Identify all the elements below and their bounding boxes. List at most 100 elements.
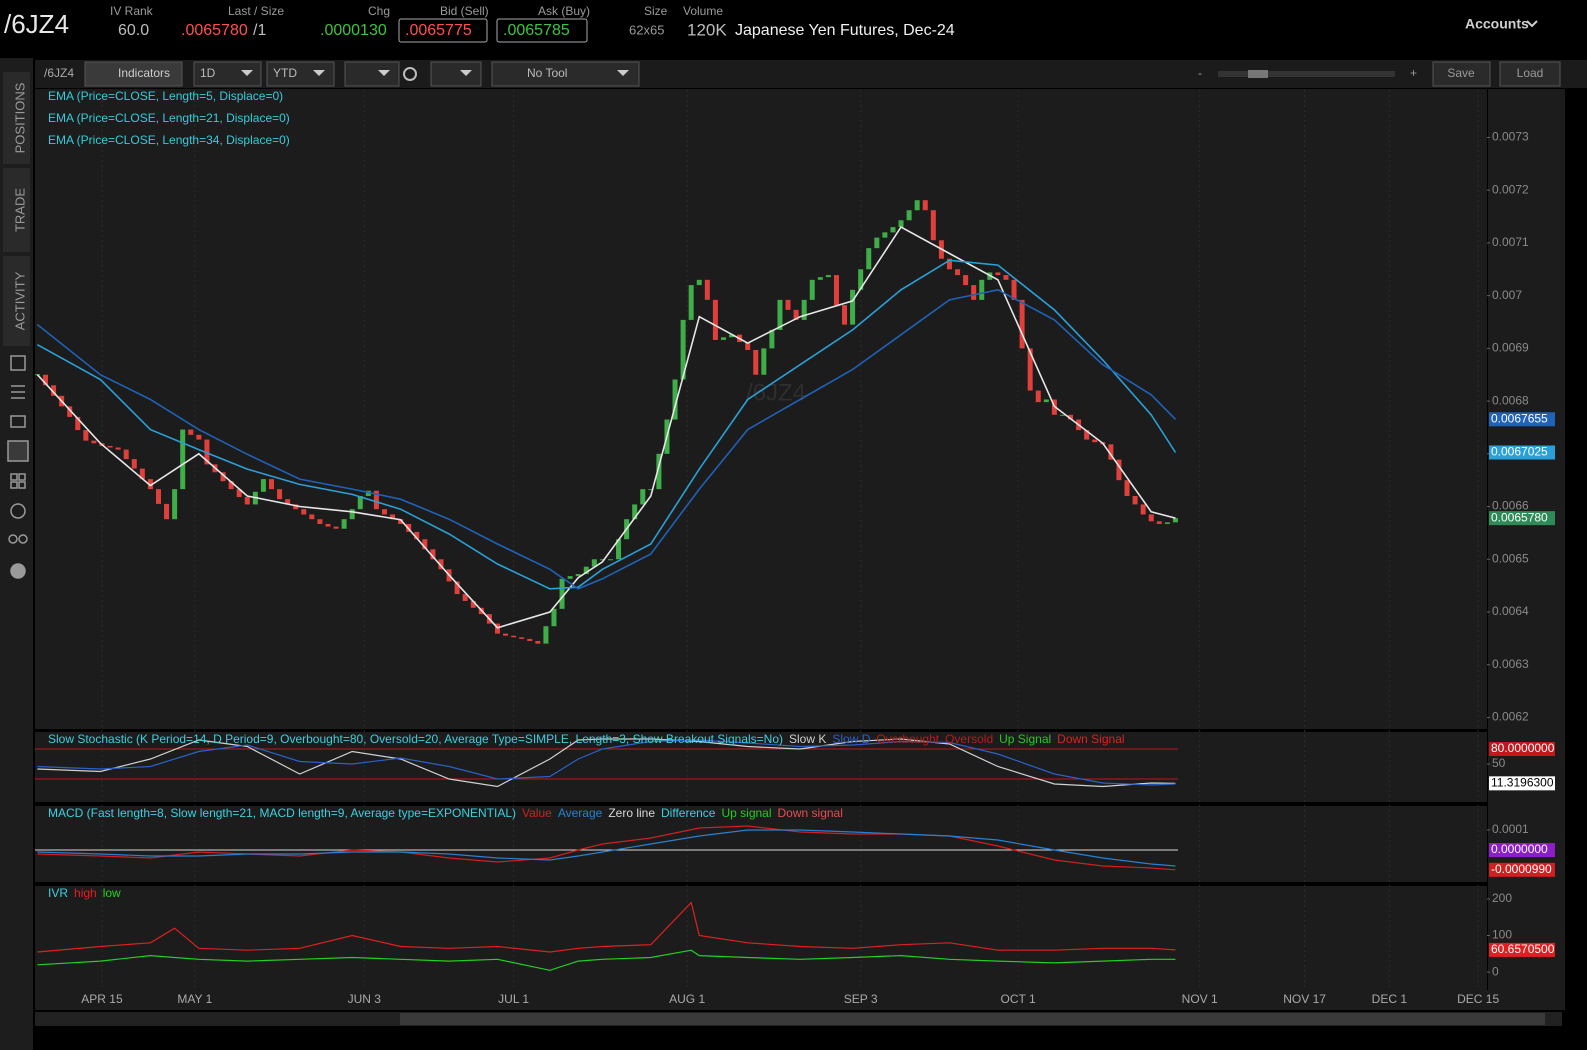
zoom-thumb[interactable] (1248, 70, 1268, 78)
legend-entry: Down Signal (1057, 732, 1124, 746)
candle (519, 637, 525, 639)
field-label: Volume (683, 4, 723, 18)
legend-entry: Average (558, 806, 603, 820)
candle (535, 641, 541, 644)
candle (1164, 522, 1170, 524)
price-bubble-label: 60.6570500 (1491, 942, 1555, 956)
candle (293, 504, 299, 510)
candle (1084, 430, 1090, 440)
candle (1011, 279, 1017, 300)
candle (656, 453, 662, 490)
price-bubble (1489, 445, 1555, 460)
field-value: /1 (253, 22, 266, 39)
candle (575, 574, 581, 577)
candle (180, 429, 186, 490)
zoom-out[interactable]: - (1198, 66, 1202, 80)
legend-entry: MACD (Fast length=8, Slow length=21, MAC… (48, 806, 516, 820)
candle (890, 227, 896, 233)
accounts-caret (1526, 20, 1538, 28)
x-tick-label: DEC 1 (1372, 992, 1408, 1006)
x-tick-label: AUG 1 (669, 992, 705, 1006)
candle (188, 429, 194, 435)
indicators-button[interactable] (84, 61, 183, 87)
candle (914, 200, 920, 211)
series-line (37, 901, 1176, 953)
button-label: Indicators (118, 66, 170, 80)
tool-select[interactable] (491, 61, 640, 87)
candle (559, 578, 565, 609)
candle (462, 594, 468, 601)
scroll-thumb[interactable] (400, 1013, 1545, 1025)
save-button[interactable] (1432, 61, 1491, 87)
y-tick-label: 0.0072 (1492, 182, 1529, 196)
candle (882, 232, 888, 238)
candle (527, 638, 533, 641)
legend-entry: Value (522, 806, 552, 820)
style-select[interactable] (344, 61, 400, 87)
candle (599, 559, 605, 561)
legend-entry: Difference (661, 806, 716, 820)
y-tick-label: 0.0066 (1492, 499, 1529, 513)
candle (1116, 459, 1122, 481)
candle (1043, 399, 1049, 403)
candle (591, 559, 597, 567)
tab[interactable] (3, 72, 30, 164)
candle (357, 496, 363, 510)
load-button[interactable] (1499, 61, 1561, 87)
y-tick-label: 0.007 (1492, 288, 1522, 302)
interval-select[interactable] (193, 61, 262, 87)
tab[interactable] (3, 168, 30, 252)
candle (115, 447, 121, 450)
x-tick-label: APR 15 (81, 992, 123, 1006)
tab-label: POSITIONS (12, 82, 27, 153)
candle (454, 581, 460, 595)
price-bubble-label: 11.3196300 (1491, 776, 1554, 790)
range-select[interactable] (266, 61, 335, 87)
field-label: Size (644, 4, 668, 18)
candle (640, 489, 646, 505)
ask-button[interactable] (496, 18, 588, 43)
candle (268, 479, 274, 490)
legend-entry: IVR (48, 886, 68, 900)
level-bubble (1489, 843, 1555, 857)
x-tick-label: SEP 3 (844, 992, 878, 1006)
level-bubble (1489, 742, 1555, 756)
candle (131, 459, 137, 469)
settings-icon[interactable] (403, 67, 417, 81)
candle (543, 626, 549, 644)
candle (430, 549, 436, 560)
candle (842, 305, 848, 325)
candle (390, 514, 396, 520)
candle (301, 509, 307, 515)
candle (688, 285, 694, 320)
candle (971, 285, 977, 300)
series-line (37, 949, 1176, 971)
candle (365, 490, 371, 496)
button-label: Load (1517, 66, 1544, 80)
button-label: YTD (273, 66, 297, 80)
candle (503, 633, 509, 636)
candle (616, 539, 622, 560)
candle (898, 220, 904, 228)
candle (866, 248, 872, 270)
candle (220, 472, 226, 482)
x-tick-label: NOV 17 (1283, 992, 1326, 1006)
tab[interactable] (3, 256, 30, 346)
candle (1027, 348, 1033, 391)
price-bubble (1489, 511, 1555, 526)
price-bubble-label: -0.0000990 (1491, 862, 1552, 876)
accounts-menu[interactable]: Accounts (1465, 16, 1529, 32)
field-label: IV Rank (110, 4, 154, 18)
bid-button[interactable] (398, 18, 488, 43)
zoom-in[interactable]: + (1410, 66, 1417, 80)
price-bubble (1489, 942, 1555, 957)
legend-entry: EMA (Price=CLOSE, Length=34, Displace=0) (48, 133, 290, 147)
candle (801, 299, 807, 320)
drawing-select[interactable] (430, 61, 482, 87)
legend-entry: EMA (Price=CLOSE, Length=5, Displace=0) (48, 89, 283, 103)
field-value: 62x65 (629, 22, 664, 37)
candle (809, 279, 815, 300)
candle (874, 237, 880, 249)
macd-panel (35, 806, 1487, 882)
